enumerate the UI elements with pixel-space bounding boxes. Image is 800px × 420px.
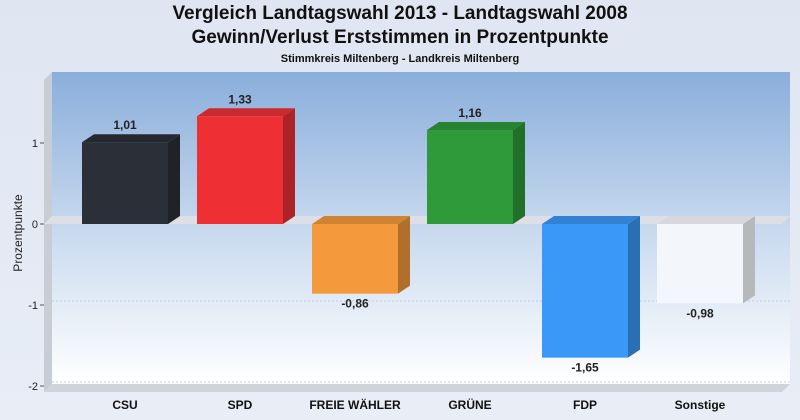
- bar-sonstige: [657, 216, 755, 304]
- bar-grüne: [427, 122, 525, 224]
- chart-title-line1: Vergleich Landtagswahl 2013 - Landtagswa…: [172, 3, 628, 24]
- x-tick-label: FREIE WÄHLER: [309, 397, 401, 412]
- plot-side-wall: [44, 72, 52, 392]
- data-label: -0,86: [341, 297, 369, 311]
- data-label: -0,98: [686, 306, 714, 320]
- data-label: 1,01: [113, 118, 137, 132]
- x-tick-label: FDP: [573, 398, 597, 412]
- bar-spd: [197, 108, 295, 224]
- bar-top: [657, 216, 755, 224]
- bar-side: [628, 216, 640, 358]
- x-tick-label: CSU: [112, 398, 137, 412]
- chart-title-line2: Gewinn/Verlust Erststimmen in Prozentpun…: [191, 27, 609, 48]
- y-tick-label: -2: [28, 381, 38, 393]
- x-tick-label: SPD: [228, 398, 253, 412]
- bar-side: [743, 216, 755, 304]
- bar-top: [312, 216, 410, 224]
- bar-top: [542, 216, 640, 224]
- data-label: -1,65: [571, 361, 599, 375]
- y-tick-label: -1: [28, 300, 38, 312]
- y-tick-label: 0: [32, 219, 38, 231]
- bar-fdp: [542, 216, 640, 358]
- x-tick-label: GRÜNE: [448, 397, 491, 412]
- data-label: 1,16: [458, 106, 482, 120]
- bar-front: [312, 224, 398, 294]
- bar-front: [657, 224, 743, 304]
- bar-top: [197, 108, 295, 117]
- bar-front: [197, 116, 283, 224]
- bar-top: [427, 122, 525, 131]
- bar-front: [82, 142, 168, 224]
- y-tick-label: 1: [32, 138, 38, 150]
- data-label: 1,33: [228, 92, 252, 106]
- bar-side: [513, 122, 525, 224]
- bar-side: [168, 134, 180, 224]
- bar-freie-wähler: [312, 216, 410, 294]
- bar-csu: [82, 134, 180, 224]
- bar-front: [542, 224, 628, 358]
- chart-subtitle: Stimmkreis Miltenberg - Landkreis Milten…: [280, 53, 520, 65]
- bar-front: [427, 130, 513, 224]
- bar-top: [82, 134, 180, 143]
- x-tick-label: Sonstige: [675, 398, 726, 412]
- bar-side: [283, 108, 295, 224]
- bar-side: [398, 216, 410, 294]
- plot-floor: [44, 384, 790, 392]
- y-axis-label: Prozentpunkte: [11, 194, 25, 272]
